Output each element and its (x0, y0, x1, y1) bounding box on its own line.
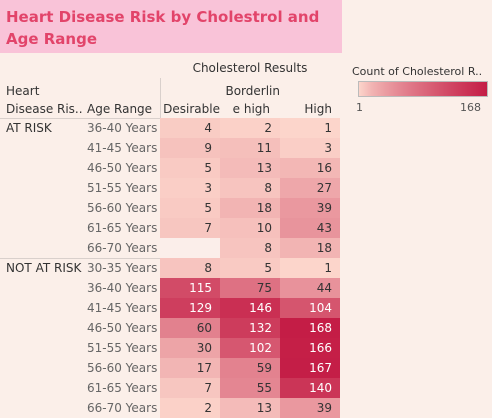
heatmap-cell: 7 (160, 378, 220, 398)
heatmap-cell: 43 (280, 218, 340, 238)
age-header: Age Range (87, 102, 153, 116)
age-label: 61-65 Years (87, 221, 158, 235)
age-label: 51-55 Years (87, 341, 158, 355)
heatmap-cell: 55 (220, 378, 280, 398)
heatmap-cell: 18 (220, 198, 280, 218)
heatmap-cell: 13 (220, 398, 280, 418)
heatmap-cell: 27 (280, 178, 340, 198)
heatmap-cell: 9 (160, 138, 220, 158)
column-group-title: Cholesterol Results (192, 61, 308, 75)
heatmap-cell: 8 (220, 238, 280, 258)
heatmap-cell: 2 (220, 118, 280, 138)
age-label: 46-50 Years (87, 161, 158, 175)
group-label-at-risk: AT RISK (6, 121, 52, 135)
heatmap-cell: 129 (160, 298, 220, 318)
legend-max-label: 168 (460, 101, 481, 114)
age-label: 51-55 Years (87, 181, 158, 195)
heatmap-cell: 18 (280, 238, 340, 258)
heatmap-cell: 2 (160, 398, 220, 418)
col-header-high: High (304, 102, 332, 116)
risk-header-line2: Disease Ris.. (6, 102, 83, 116)
age-label: 56-60 Years (87, 361, 158, 375)
age-label: 36-40 Years (87, 121, 158, 135)
heatmap-cell: 5 (160, 198, 220, 218)
heatmap-cell: 10 (220, 218, 280, 238)
heatmap-cell: 3 (160, 178, 220, 198)
heatmap-cell: 102 (220, 338, 280, 358)
heatmap-cell: 146 (220, 298, 280, 318)
risk-header-line1: Heart (6, 84, 40, 98)
legend-title: Count of Cholesterol R.. (352, 65, 483, 78)
chart-title-box: Heart Disease Risk by Cholestrol and Age… (0, 0, 342, 53)
age-label: 61-65 Years (87, 381, 158, 395)
heatmap-cell: 39 (280, 398, 340, 418)
group-label-not-at-risk: NOT AT RISK (6, 261, 82, 275)
heatmap-cell: 168 (280, 318, 340, 338)
heatmap-cell: 8 (220, 178, 280, 198)
chart-title: Heart Disease Risk by Cholestrol and Age… (6, 8, 320, 48)
heatmap-cell: 16 (280, 158, 340, 178)
heatmap-cell: 7 (160, 218, 220, 238)
heatmap-cell: 39 (280, 198, 340, 218)
heatmap-cell: 4 (160, 118, 220, 138)
heatmap-cell: 75 (220, 278, 280, 298)
heatmap-cell: 166 (280, 338, 340, 358)
col-header-borderline-line2: e high (232, 102, 270, 116)
heatmap-cell: 8 (160, 258, 220, 278)
heatmap-cell: 59 (220, 358, 280, 378)
heatmap-cell: 5 (220, 258, 280, 278)
heatmap-cell: 60 (160, 318, 220, 338)
legend-color-ramp (358, 81, 488, 97)
heatmap-cell: 132 (220, 318, 280, 338)
age-label: 36-40 Years (87, 281, 158, 295)
col-header-borderline-line1: Borderlin (225, 84, 280, 98)
heatmap-cell: 30 (160, 338, 220, 358)
age-label: 56-60 Years (87, 201, 158, 215)
heatmap-cell: 167 (280, 358, 340, 378)
legend-min-label: 1 (356, 101, 363, 114)
heatmap-cell (160, 238, 220, 258)
heatmap-cell: 11 (220, 138, 280, 158)
age-label: 41-45 Years (87, 141, 158, 155)
heatmap-cell: 1 (280, 118, 340, 138)
heatmap-cell: 140 (280, 378, 340, 398)
heatmap-cell: 44 (280, 278, 340, 298)
age-label: 41-45 Years (87, 301, 158, 315)
heatmap-cell: 17 (160, 358, 220, 378)
col-header-desirable: Desirable (163, 102, 220, 116)
age-label: 66-70 Years (87, 401, 158, 415)
heatmap-cell: 104 (280, 298, 340, 318)
heatmap-cell: 5 (160, 158, 220, 178)
heatmap-cell: 1 (280, 258, 340, 278)
age-label: 46-50 Years (87, 321, 158, 335)
age-label: 66-70 Years (87, 241, 158, 255)
heatmap-cell: 13 (220, 158, 280, 178)
heatmap-cell: 3 (280, 138, 340, 158)
heatmap-cell: 115 (160, 278, 220, 298)
age-label: 30-35 Years (87, 261, 158, 275)
